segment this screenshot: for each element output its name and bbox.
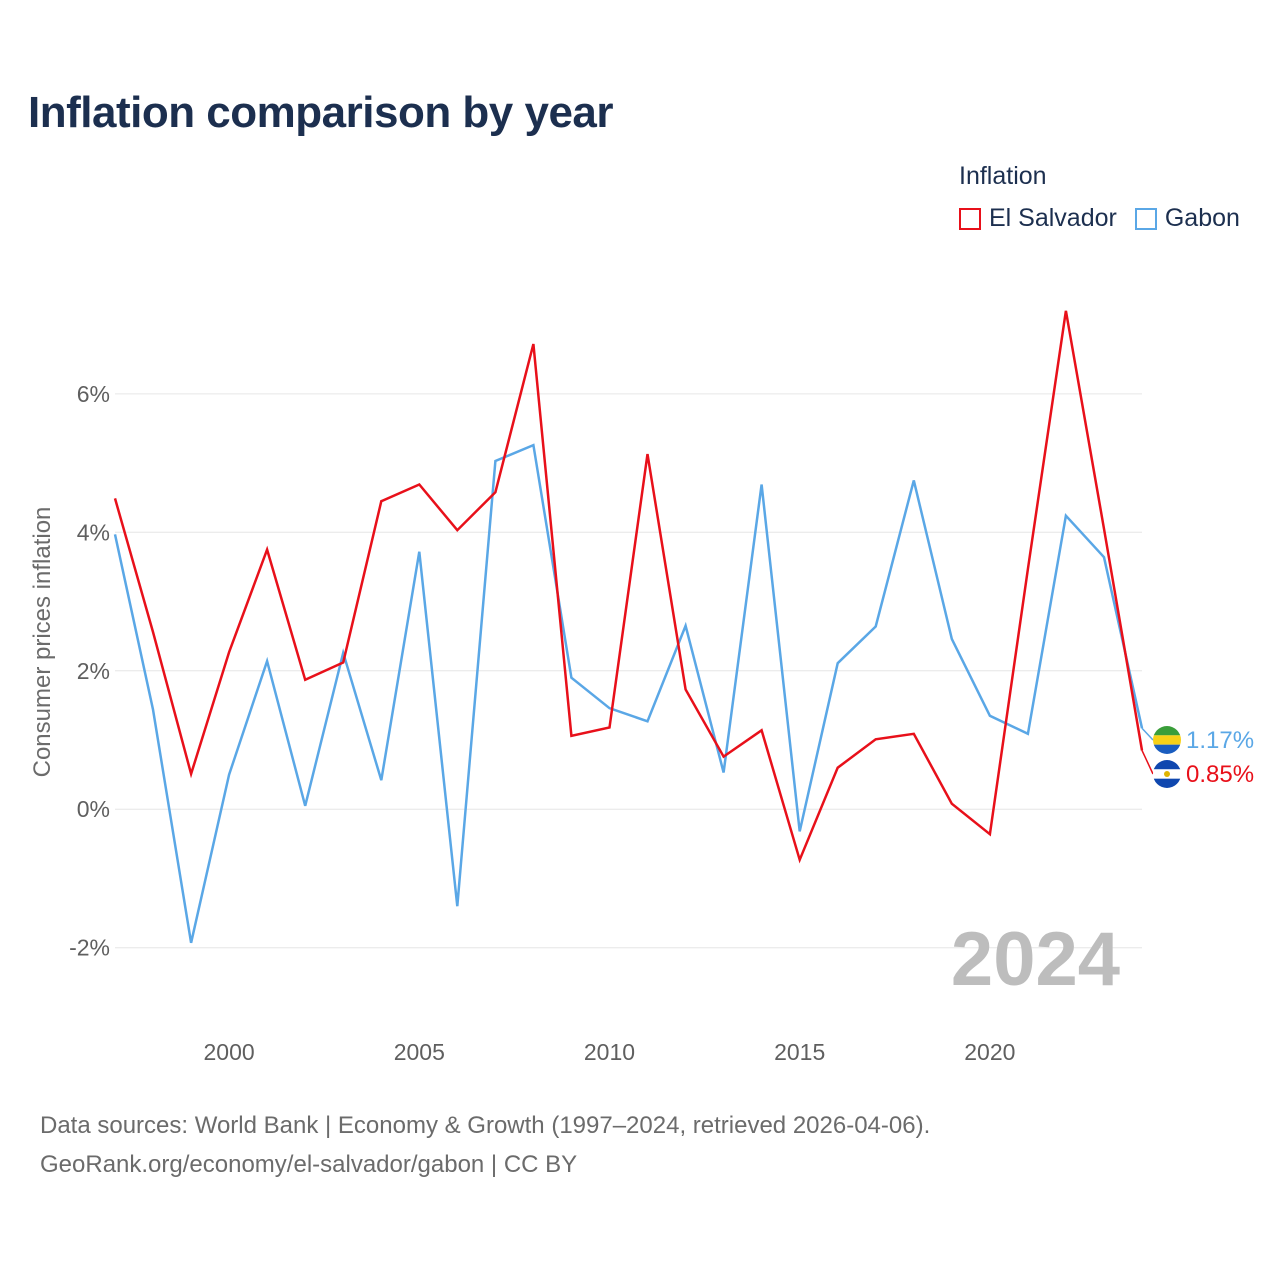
series-lines (113, 310, 1144, 944)
legend: El Salvador Gabon (959, 204, 1240, 233)
x-tick-label: 2000 (204, 1039, 255, 1065)
x-tick-labels: 2000 2005 2010 2015 2020 (204, 1039, 1016, 1065)
chart-title: Inflation comparison by year (28, 88, 614, 137)
flag-emblem (1164, 771, 1170, 777)
source-line-1: Data sources: World Bank | Economy & Gro… (40, 1112, 931, 1139)
x-tick-label: 2005 (394, 1039, 445, 1065)
legend-label-el-salvador: El Salvador (989, 204, 1117, 232)
gridlines (115, 393, 1142, 949)
flag-stripe-green (1153, 726, 1181, 736)
end-connector-gabon (1141, 727, 1154, 741)
y-tick-labels: -2% 0% 2% 4% 6% (69, 381, 110, 961)
y-tick-label: 2% (77, 658, 110, 684)
y-axis-title: Consumer prices inflation (29, 507, 56, 778)
x-tick-label: 2010 (584, 1039, 635, 1065)
el-salvador-flag-icon (1153, 760, 1181, 788)
x-tick-label: 2015 (774, 1039, 825, 1065)
y-tick-label: 0% (77, 796, 110, 822)
legend-swatch-gabon (1134, 207, 1157, 230)
series-line-gabon[interactable] (113, 443, 1144, 944)
legend-label-gabon: Gabon (1164, 204, 1240, 232)
end-connector-el-salvador (1141, 750, 1154, 775)
end-value-label-gabon: 1.17% (1186, 727, 1254, 754)
gabon-flag-icon (1153, 726, 1181, 754)
end-value-label-el-salvador: 0.85% (1186, 761, 1254, 788)
flag-stripe-blue-bottom (1153, 778, 1181, 788)
y-tick-label: -2% (69, 935, 110, 961)
x-tick-label: 2020 (964, 1039, 1015, 1065)
y-tick-label: 6% (77, 381, 110, 407)
legend-item-el-salvador[interactable]: El Salvador (959, 204, 1117, 233)
source-line-2[interactable]: GeoRank.org/economy/el-salvador/gabon | … (40, 1151, 578, 1178)
end-markers: 0.85% 1.17% (1141, 726, 1254, 788)
legend-title: Inflation (959, 162, 1047, 190)
source-note: Data sources: World Bank | Economy & Gro… (40, 1106, 930, 1184)
flag-stripe-blue-top (1153, 760, 1181, 770)
legend-item-gabon[interactable]: Gabon (1134, 204, 1240, 233)
y-tick-label: 4% (77, 519, 110, 545)
series-line-el-salvador[interactable] (113, 310, 1144, 864)
year-watermark: 2024 (951, 917, 1120, 1002)
flag-stripe-blue (1153, 744, 1181, 754)
flag-stripe-yellow (1153, 735, 1181, 745)
legend-swatch-el-salvador (959, 207, 981, 230)
